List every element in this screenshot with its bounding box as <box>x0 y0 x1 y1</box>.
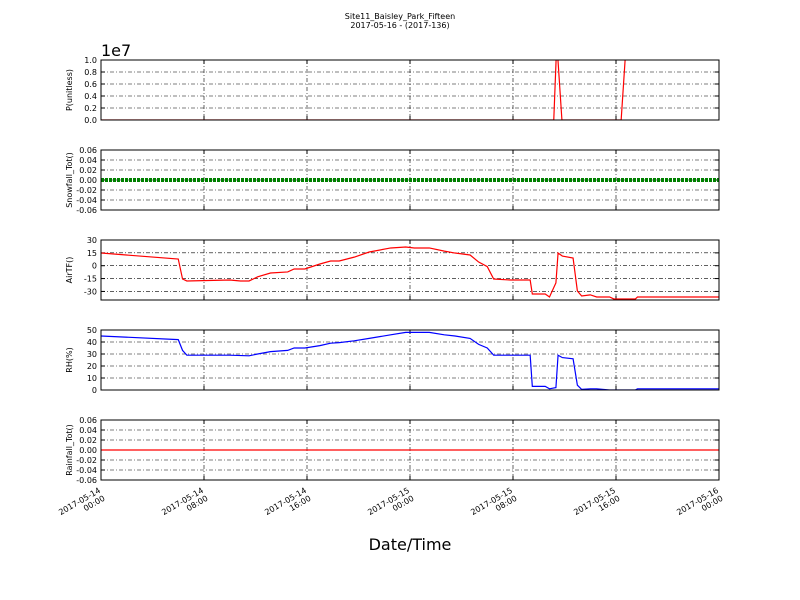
plot-frame <box>100 59 720 121</box>
y-tick-label: 0.04 <box>79 156 97 165</box>
y-tick-label: -0.04 <box>76 196 97 205</box>
data-line <box>101 246 719 300</box>
y-multiplier: 1e7 <box>101 41 131 60</box>
y-tick-label: -30 <box>84 287 97 296</box>
y-axis-label: RH(%) <box>65 347 74 372</box>
y-tick-label: 0.6 <box>84 80 97 89</box>
y-tick-label: 10 <box>87 374 97 383</box>
y-tick-label: 0.06 <box>79 146 97 155</box>
y-tick-label: 30 <box>87 350 97 359</box>
y-tick-label: -0.06 <box>76 476 97 485</box>
plot-frame <box>100 149 720 211</box>
plot-frame <box>100 419 720 481</box>
y-tick-label: 0.4 <box>84 92 97 101</box>
y-tick-label: -0.02 <box>76 186 97 195</box>
y-tick-label: 0.04 <box>79 426 97 435</box>
y-tick-label: 0.00 <box>79 446 97 455</box>
y-tick-label: 40 <box>87 338 97 347</box>
y-tick-label: 20 <box>87 362 97 371</box>
y-tick-label: 50 <box>87 326 97 335</box>
y-tick-label: 0.2 <box>84 104 97 113</box>
y-tick-label: 0.00 <box>79 176 97 185</box>
y-tick-label: -0.02 <box>76 456 97 465</box>
plot-frame <box>100 329 720 391</box>
y-tick-label: 0.02 <box>79 166 97 175</box>
y-tick-label: 0.02 <box>79 436 97 445</box>
y-tick-label: 15 <box>87 249 97 258</box>
y-tick-label: 0.8 <box>84 68 97 77</box>
data-line <box>101 331 719 390</box>
y-tick-label: 0.06 <box>79 416 97 425</box>
chart-title: Site11_Baisley_Park_Fifteen <box>345 12 455 21</box>
y-tick-label: 0 <box>92 386 97 395</box>
y-tick-label: 0 <box>92 262 97 271</box>
plot-frame <box>100 239 720 301</box>
y-tick-label: 0.0 <box>84 116 97 125</box>
x-axis-label: Date/Time <box>369 535 452 554</box>
y-tick-label: -15 <box>84 275 97 284</box>
y-tick-label: -0.04 <box>76 466 97 475</box>
chart-subtitle: 2017-05-16 - (2017-136) <box>350 21 449 30</box>
y-axis-label: P(unitless) <box>65 69 74 111</box>
y-tick-label: -0.06 <box>76 206 97 215</box>
y-axis-label: Rainfall_Tot() <box>65 424 74 476</box>
y-axis-label: AirTF() <box>65 257 74 284</box>
y-tick-label: 1.0 <box>84 56 97 65</box>
y-tick-label: 30 <box>87 236 97 245</box>
y-axis-label: Snowfall_Tot() <box>65 152 74 208</box>
